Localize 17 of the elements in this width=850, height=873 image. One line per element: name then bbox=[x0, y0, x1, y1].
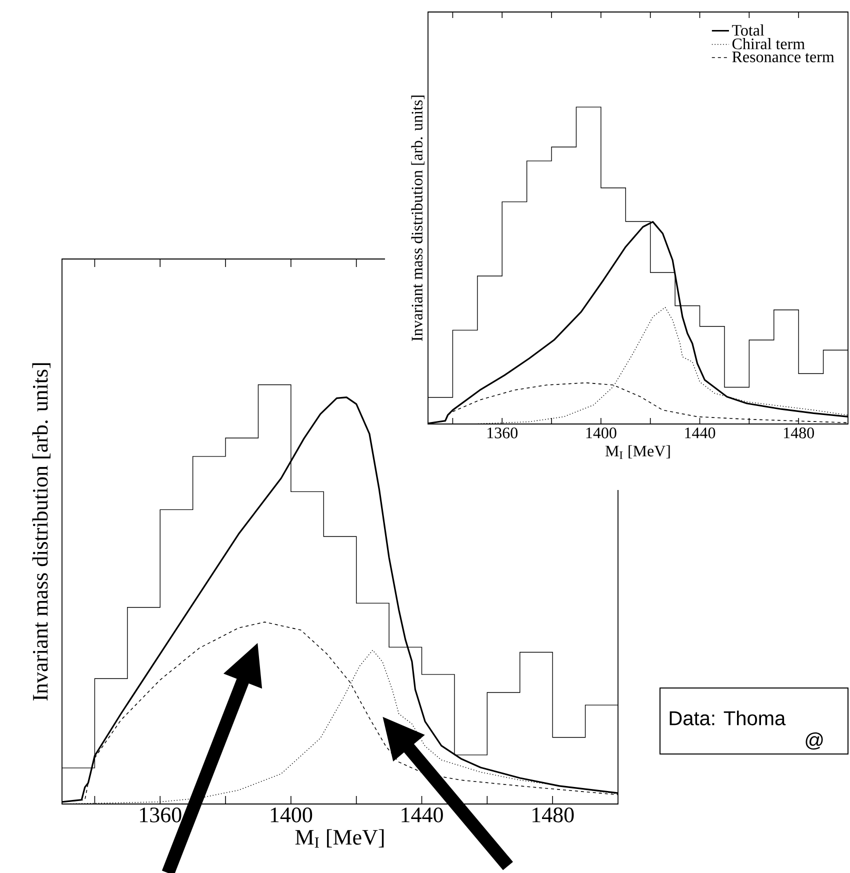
x-axis-title: M$_{I}$ [MeV] bbox=[295, 829, 384, 848]
x-axis-title: M$_{I}$ [MeV] bbox=[605, 445, 670, 459]
x-tick-label: 1400 bbox=[586, 428, 616, 438]
x-tick-label: 1360 bbox=[488, 428, 518, 438]
y-axis-title: Invariant mass distribution [arb. units] bbox=[411, 96, 424, 341]
x-tick-label: 1440 bbox=[402, 808, 443, 822]
text: @ bbox=[806, 732, 823, 750]
text: Data: Thoma bbox=[670, 710, 786, 726]
x-tick-label: 1400 bbox=[270, 808, 312, 822]
legend-label: Total bbox=[732, 24, 764, 36]
x-tick-label: 1480 bbox=[532, 808, 574, 822]
y-axis-title: Invariant mass distribution [arb. units] bbox=[32, 363, 50, 701]
x-tick-label: 1360 bbox=[140, 808, 182, 822]
legend-label: Resonance term bbox=[732, 52, 834, 62]
legend-label: Chiral term bbox=[732, 38, 805, 50]
x-tick-label: 1440 bbox=[685, 428, 716, 438]
x-tick-label: 1480 bbox=[784, 428, 814, 438]
